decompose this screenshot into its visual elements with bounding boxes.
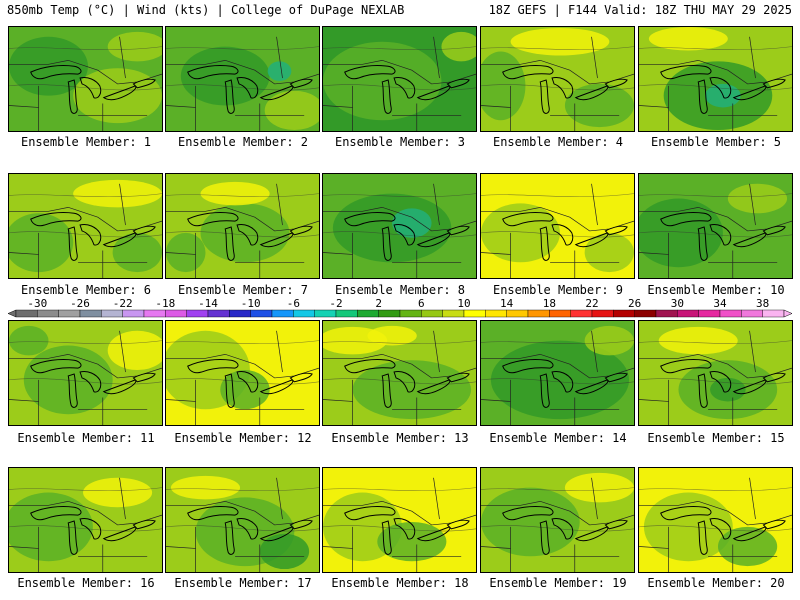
ensemble-map-panel	[165, 26, 320, 132]
colorbar-segment	[463, 309, 486, 318]
ensemble-member-label: Ensemble Member: 1	[20, 135, 152, 149]
ensemble-map-panel	[165, 467, 320, 573]
colorbar-segment	[357, 309, 379, 318]
colorbar-segment	[314, 309, 337, 318]
colorbar-segment	[485, 309, 507, 318]
colorbar-segment	[570, 309, 593, 318]
colorbar-segment	[591, 309, 614, 318]
colorbar-max-arrow	[783, 309, 792, 318]
colorbar-tick-label: 10	[457, 297, 470, 310]
colorbar-segment	[677, 309, 699, 318]
ensemble-map-panel	[165, 320, 320, 426]
ensemble-map-panel	[638, 467, 793, 573]
colorbar-tick-label: 22	[585, 297, 598, 310]
colorbar-segment	[741, 309, 763, 318]
colorbar-min-arrow	[8, 309, 17, 318]
colorbar-segment	[101, 309, 123, 318]
ensemble-map-panel	[8, 320, 163, 426]
ensemble-map-panel	[638, 26, 793, 132]
colorbar-segment	[186, 309, 209, 318]
colorbar-segment	[378, 309, 401, 318]
colorbar-tick-label: 34	[713, 297, 727, 310]
colorbar-segment	[15, 309, 38, 318]
ensemble-map-panel	[480, 467, 635, 573]
ensemble-member-label: Ensemble Member: 4	[492, 135, 624, 149]
colorbar-segment	[229, 309, 251, 318]
ensemble-map-panel	[638, 173, 793, 279]
ensemble-member-label: Ensemble Member: 12	[174, 431, 312, 445]
ensemble-member-label: Ensemble Member: 13	[331, 431, 469, 445]
ensemble-map-panel	[165, 173, 320, 279]
ensemble-map-panel	[480, 26, 635, 132]
colorbar-segment	[634, 309, 657, 318]
colorbar-tick-label: -30	[27, 297, 47, 310]
map-title: 850mb Temp (°C) | Wind (kts) | College o…	[7, 3, 405, 17]
colorbar-tick-label: 30	[671, 297, 684, 310]
ensemble-map-panel	[480, 320, 635, 426]
ensemble-member-label: Ensemble Member: 6	[20, 283, 152, 297]
colorbar-segment	[421, 309, 443, 318]
ensemble-map-panel	[638, 320, 793, 426]
colorbar-segment	[58, 309, 81, 318]
ensemble-member-label: Ensemble Member: 10	[647, 283, 785, 297]
run-valid-time: 18Z GEFS | F144 Valid: 18Z THU MAY 29 20…	[488, 3, 792, 17]
ensemble-map-panel	[322, 467, 477, 573]
colorbar-tick-label: -10	[241, 297, 261, 310]
colorbar-segment	[165, 309, 187, 318]
colorbar-tick-label: 38	[756, 297, 769, 310]
colorbar-segment	[527, 309, 550, 318]
colorbar-segment	[442, 309, 465, 318]
colorbar-tick-label: 6	[418, 297, 425, 310]
ensemble-member-label: Ensemble Member: 2	[177, 135, 309, 149]
colorbar-segment	[655, 309, 678, 318]
colorbar-segment	[37, 309, 59, 318]
ensemble-member-label: Ensemble Member: 18	[331, 576, 469, 590]
ensemble-member-label: Ensemble Member: 14	[489, 431, 627, 445]
ensemble-member-label: Ensemble Member: 3	[334, 135, 466, 149]
ensemble-member-label: Ensemble Member: 15	[647, 431, 785, 445]
colorbar-tick-label: 18	[543, 297, 556, 310]
ensemble-member-label: Ensemble Member: 9	[492, 283, 624, 297]
ensemble-map-panel	[480, 173, 635, 279]
colorbar-tick-label: -18	[155, 297, 175, 310]
ensemble-member-label: Ensemble Member: 11	[17, 431, 155, 445]
colorbar-segment	[698, 309, 721, 318]
ensemble-map-panel	[322, 173, 477, 279]
colorbar-segment	[207, 309, 230, 318]
colorbar-tick-label: 26	[628, 297, 641, 310]
ensemble-map-panel	[8, 26, 163, 132]
colorbar-segment	[399, 309, 422, 318]
ensemble-member-label: Ensemble Member: 16	[17, 576, 155, 590]
colorbar-tick-label: 14	[500, 297, 514, 310]
colorbar-segment	[506, 309, 529, 318]
colorbar-segment	[143, 309, 166, 318]
ensemble-map-panel	[8, 173, 163, 279]
ensemble-member-label: Ensemble Member: 5	[650, 135, 782, 149]
colorbar-tick-label: -14	[198, 297, 218, 310]
colorbar-segment	[271, 309, 294, 318]
ensemble-map-panel	[8, 467, 163, 573]
colorbar-segment	[122, 309, 145, 318]
ensemble-member-label: Ensemble Member: 17	[174, 576, 312, 590]
colorbar-segment	[613, 309, 635, 318]
colorbar-tick-label: 2	[375, 297, 382, 310]
ensemble-map-panel	[322, 26, 477, 132]
ensemble-member-label: Ensemble Member: 7	[177, 283, 309, 297]
colorbar-segment	[293, 309, 315, 318]
ensemble-member-label: Ensemble Member: 20	[647, 576, 785, 590]
colorbar-segment	[250, 309, 273, 318]
ensemble-member-label: Ensemble Member: 19	[489, 576, 627, 590]
colorbar-segment	[335, 309, 358, 318]
colorbar-segment	[719, 309, 742, 318]
colorbar-tick-label: -6	[287, 297, 300, 310]
colorbar-segment	[762, 309, 785, 318]
ensemble-member-label: Ensemble Member: 8	[334, 283, 466, 297]
colorbar-segment	[79, 309, 102, 318]
ensemble-map-panel	[322, 320, 477, 426]
colorbar-tick-label: -2	[329, 297, 342, 310]
temperature-colorbar: -30 -26 -22 -18 -14 -10 -6 -2 2 6 10 14 18 22 26 30 34 38…	[8, 297, 792, 318]
colorbar-tick-label: -26	[70, 297, 90, 310]
colorbar-segment	[549, 309, 571, 318]
colorbar-tick-label: -22	[113, 297, 133, 310]
